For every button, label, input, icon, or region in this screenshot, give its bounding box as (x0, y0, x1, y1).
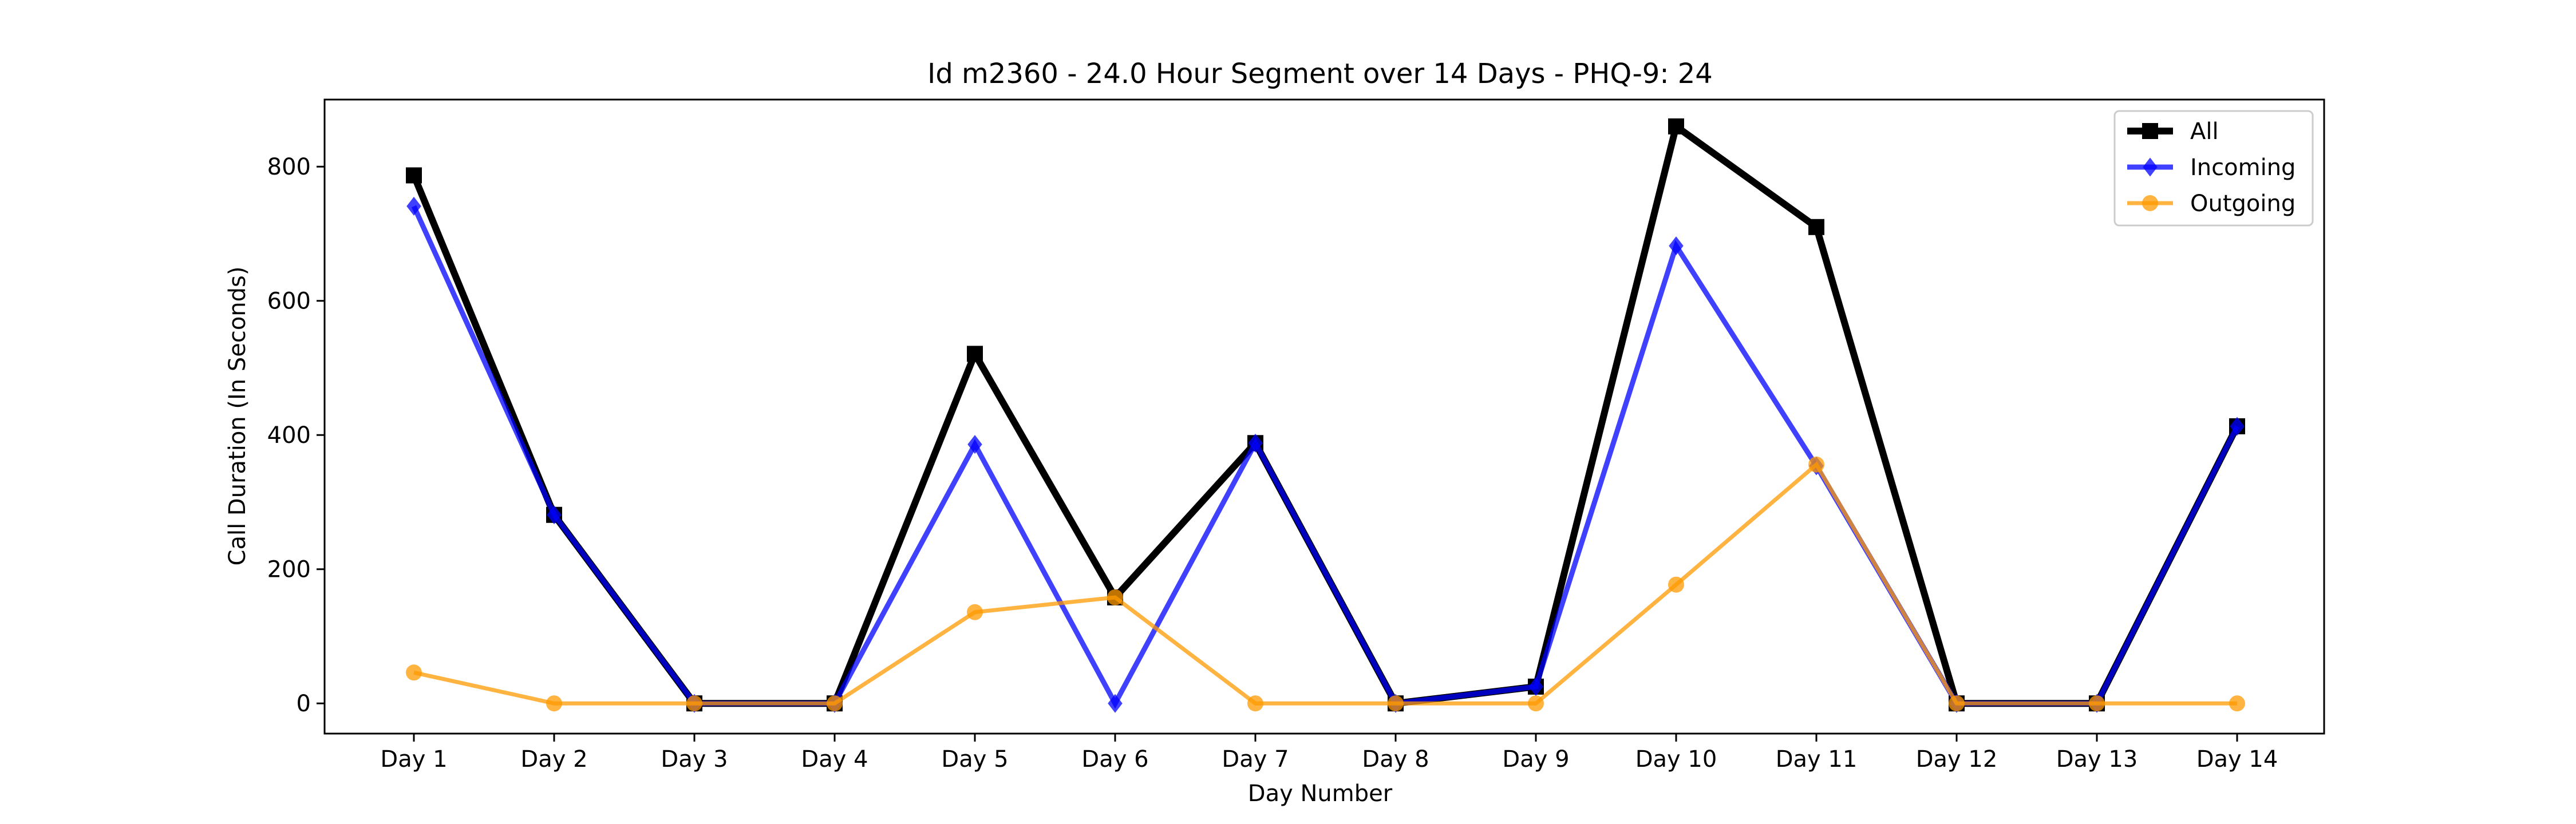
x-axis-label: Day Number (1248, 781, 1393, 807)
data-point-outgoing (2089, 695, 2105, 712)
x-tick-label: Day 9 (1502, 746, 1569, 772)
data-point-outgoing (1668, 576, 1684, 593)
x-tick-label: Day 4 (801, 746, 868, 772)
data-point-all (967, 346, 983, 362)
y-tick-label: 600 (267, 288, 311, 315)
x-tick-label: Day 2 (520, 746, 587, 772)
legend-label-all: All (2190, 118, 2219, 145)
y-tick-label: 200 (267, 557, 311, 583)
y-tick-label: 0 (297, 691, 311, 717)
data-point-outgoing (1107, 589, 1123, 605)
series-layer (406, 118, 2245, 713)
data-point-incoming (1528, 677, 1543, 696)
x-tick-label: Day 10 (1635, 746, 1717, 772)
data-point-outgoing (827, 695, 843, 712)
x-tick-label: Day 13 (2056, 746, 2138, 772)
legend-label-incoming: Incoming (2190, 154, 2296, 181)
x-tick-label: Day 1 (380, 746, 447, 772)
x-tick-label: Day 11 (1776, 746, 1858, 772)
series-line-outgoing (413, 461, 2237, 706)
data-point-outgoing (1388, 695, 1404, 712)
x-tick-label: Day 5 (941, 746, 1008, 772)
x-tick-label: Day 8 (1362, 746, 1429, 772)
x-tick-label: Day 14 (2196, 746, 2278, 772)
series-outgoing (406, 456, 2245, 712)
x-tick-label: Day 12 (1916, 746, 1998, 772)
data-point-all (406, 167, 422, 184)
data-point-incoming (1108, 694, 1123, 713)
data-point-outgoing (1808, 456, 1824, 473)
data-point-incoming (406, 196, 421, 216)
x-tick-label: Day 7 (1222, 746, 1289, 772)
legend-marker (2142, 195, 2158, 211)
data-point-all (1808, 219, 1824, 235)
plot-area-frame (323, 98, 2325, 735)
data-point-incoming (2230, 417, 2245, 436)
legend: All Incoming Outgoing (2113, 110, 2314, 227)
legend-marker (2142, 123, 2158, 139)
data-point-outgoing (406, 664, 422, 681)
x-axis: Day 1 Day 2 Day 3 Day 4 Day 5 Day 6 Day 7 Day 8… (380, 734, 2278, 772)
legend-frame (2113, 110, 2314, 227)
data-point-incoming (1669, 236, 1684, 256)
y-tick-label: 800 (267, 154, 311, 180)
data-point-incoming (547, 505, 562, 525)
data-point-outgoing (1247, 695, 1263, 712)
y-tick-label: 400 (267, 422, 311, 449)
y-axis: 0 200 400 600 800 (267, 154, 325, 717)
data-point-outgoing (1528, 695, 1544, 712)
data-point-incoming (1248, 433, 1263, 453)
data-point-outgoing (2229, 695, 2245, 712)
y-axis-label: Call Duration (In Seconds) (224, 267, 251, 566)
data-point-outgoing (546, 695, 562, 712)
data-point-all (1668, 118, 1684, 134)
x-tick-label: Day 6 (1081, 746, 1148, 772)
legend-marker (2143, 157, 2158, 177)
data-point-outgoing (1949, 695, 1965, 712)
legend-label-outgoing: Outgoing (2190, 191, 2296, 217)
data-point-outgoing (686, 695, 702, 712)
data-point-outgoing (967, 604, 983, 620)
data-point-incoming (967, 435, 982, 454)
chart-title: Id m2360 - 24.0 Hour Segment over 14 Day… (927, 58, 1713, 90)
x-tick-label: Day 3 (661, 746, 728, 772)
